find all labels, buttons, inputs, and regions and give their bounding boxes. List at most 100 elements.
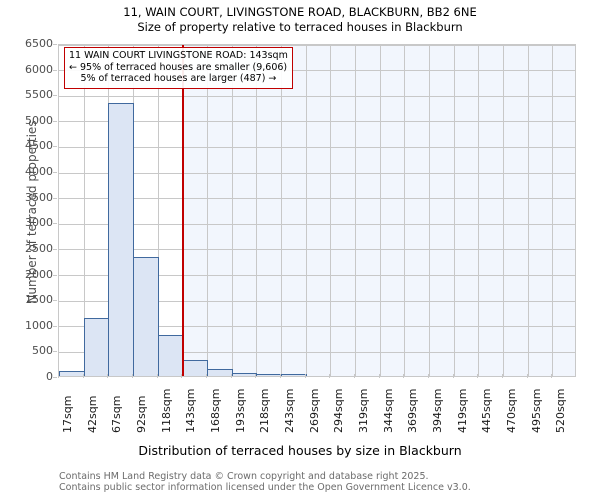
- x-axis-label: Distribution of terraced houses by size …: [138, 443, 462, 458]
- x-axis-tick-mark: [230, 374, 232, 378]
- x-axis-tick-mark: [107, 374, 109, 378]
- x-axis-tick-mark: [378, 374, 380, 378]
- y-axis-tick-mark: [53, 69, 57, 71]
- x-axis-tick-mark: [82, 374, 84, 378]
- y-axis-tick-mark: [53, 325, 57, 327]
- y-axis-tick-mark: [53, 146, 57, 148]
- shaded-larger-region: [182, 45, 575, 376]
- x-axis-tick-mark: [280, 374, 281, 378]
- footer-line-2: Contains public sector information licen…: [59, 482, 471, 493]
- x-axis-tick-mark: [502, 374, 503, 378]
- gridline: [232, 45, 233, 376]
- gridline: [281, 45, 282, 376]
- gridline: [59, 198, 575, 200]
- x-axis-tick-mark: [329, 374, 331, 378]
- x-axis-tick-label: 168sqm: [209, 388, 222, 433]
- y-axis-tick-mark: [53, 248, 57, 250]
- histogram-bar: [182, 359, 208, 376]
- x-axis-tick-mark: [452, 374, 454, 378]
- footer-line-1: Contains HM Land Registry data © Crown c…: [59, 471, 429, 482]
- gridline: [59, 249, 575, 251]
- y-axis-tick-label: 4000: [25, 165, 53, 179]
- x-axis-tick-label: 42sqm: [85, 395, 99, 433]
- x-axis-tick-mark: [132, 374, 133, 378]
- gridline: [552, 45, 553, 376]
- gridline: [330, 45, 331, 376]
- y-axis-tick-label: 500: [32, 344, 53, 358]
- x-axis-tick-mark: [526, 374, 528, 378]
- y-axis-tick-mark: [53, 223, 57, 225]
- y-axis-tick-label: 4500: [25, 139, 53, 153]
- histogram-bar: [133, 257, 159, 376]
- x-axis-tick-label: 143sqm: [184, 388, 198, 433]
- gridline: [207, 45, 208, 376]
- x-axis-tick-label: 294sqm: [332, 388, 346, 433]
- x-axis-tick-label: 269sqm: [307, 388, 321, 433]
- x-axis-tick-label: 243sqm: [283, 388, 296, 433]
- x-axis-tick-mark: [551, 374, 553, 378]
- histogram-bar: [281, 374, 307, 376]
- y-axis: 0 500 1000 1500 2000 2500 3000 3500 4000 4500 5000…: [0, 38, 57, 382]
- histogram-bar: [108, 102, 134, 376]
- x-axis-tick-mark: [255, 374, 257, 378]
- footer: Contains HM Land Registry data © Crown c…: [59, 471, 599, 493]
- annotation-box: 11 WAIN COURT LIVINGSTONE ROAD: 143sqm ←…: [64, 47, 293, 89]
- y-axis-tick-label: 3000: [25, 216, 53, 230]
- histogram-bar: [158, 335, 183, 376]
- gridline: [59, 146, 575, 148]
- annotation-line-3: 5% of terraced houses are larger (487) →: [80, 73, 277, 84]
- histogram-bar: [59, 371, 85, 376]
- x-axis-tick-label: 419sqm: [455, 388, 469, 433]
- histogram-bar: [256, 373, 282, 376]
- gridline: [380, 45, 381, 376]
- annotation-line-2: ← 95% of terraced houses are smaller (9,…: [69, 61, 288, 73]
- histogram-bar: [84, 317, 109, 376]
- x-axis-tick-label: 520sqm: [554, 388, 568, 433]
- histogram-bar: [207, 369, 233, 376]
- gridline: [59, 223, 575, 225]
- x-axis-tick-mark: [206, 374, 207, 378]
- x-axis-tick-label: 193sqm: [233, 388, 247, 433]
- y-axis-tick-mark: [53, 95, 57, 97]
- x-axis-tick-mark: [354, 374, 355, 378]
- gridline: [158, 45, 159, 376]
- gridline: [59, 351, 575, 353]
- x-axis-tick-mark: [181, 374, 183, 378]
- chart-subtitle: Size of property relative to terraced ho…: [137, 20, 463, 34]
- x-axis-tick-mark: [58, 374, 59, 378]
- gridline: [528, 45, 529, 376]
- y-axis-tick-label: 6500: [25, 37, 53, 50]
- y-axis-label: Number of terraced properties: [25, 120, 39, 304]
- y-axis-tick-label: 1000: [25, 318, 53, 332]
- property-size-marker-line: [182, 45, 184, 376]
- x-axis-tick-label: 92sqm: [135, 395, 148, 433]
- gridline: [59, 300, 575, 302]
- y-axis-tick-mark: [53, 44, 57, 45]
- y-axis-tick-label: 0: [46, 370, 53, 383]
- y-axis-tick-label: 3500: [25, 190, 53, 204]
- y-axis-tick-mark: [53, 274, 57, 276]
- x-axis-tick-label: 17sqm: [61, 395, 74, 433]
- x-axis-tick-mark: [428, 374, 429, 378]
- x-axis: 17sqm 42sqm 67sqm 92sqm 118sqm 143sqm 168sqm 19…: [58, 374, 576, 439]
- x-axis-tick-label: 394sqm: [431, 388, 444, 433]
- annotation-line-1: 11 WAIN COURT LIVINGSTONE ROAD: 143sqm: [69, 50, 288, 61]
- x-axis-tick-label: 67sqm: [110, 395, 124, 433]
- gridline: [404, 45, 405, 376]
- gridline: [59, 70, 575, 72]
- gridline: [306, 45, 307, 376]
- y-axis-tick-label: 5500: [25, 88, 53, 102]
- x-axis-tick-mark: [403, 374, 405, 378]
- x-axis-tick-label: 319sqm: [357, 388, 370, 433]
- gridline: [59, 121, 575, 123]
- x-axis-tick-label: 118sqm: [159, 388, 173, 433]
- x-axis-tick-label: 470sqm: [505, 388, 518, 433]
- y-axis-tick-label: 2000: [25, 267, 53, 281]
- gridline: [84, 45, 85, 376]
- gridline: [59, 326, 575, 328]
- y-axis-tick-label: 1500: [25, 293, 53, 307]
- y-axis-tick-mark: [53, 197, 57, 199]
- gridline: [59, 95, 575, 97]
- x-axis-tick-label: 445sqm: [480, 388, 494, 433]
- y-axis-tick-label: 6000: [25, 62, 53, 76]
